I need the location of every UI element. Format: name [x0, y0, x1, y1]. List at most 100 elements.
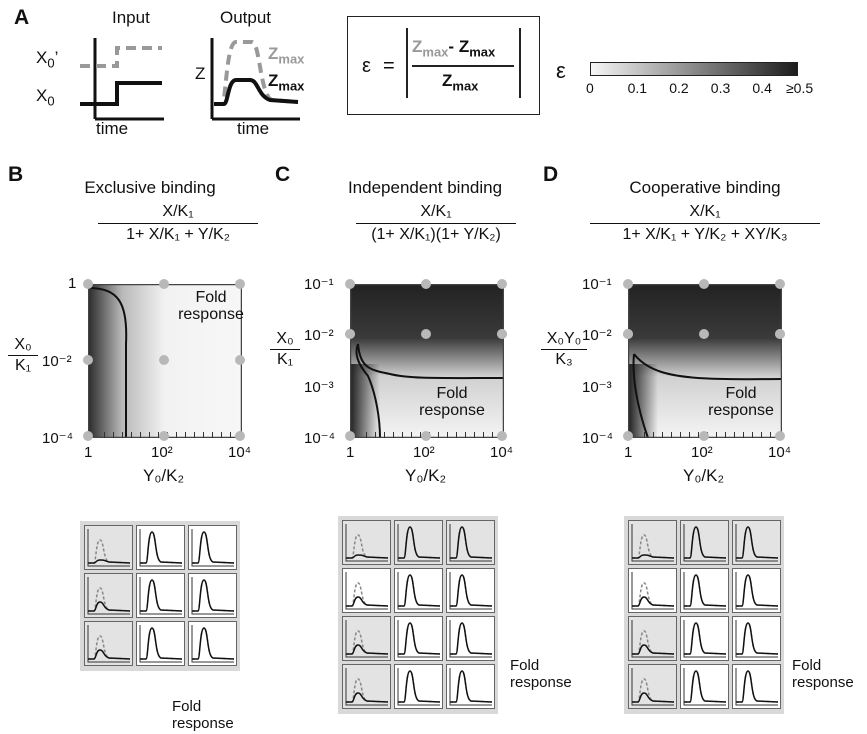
x-tick-label: 10² — [413, 444, 435, 461]
x-tick-label: 10⁴ — [768, 444, 792, 461]
heatmap — [350, 284, 504, 438]
colorbar-tick-label: ≥0.5 — [786, 80, 814, 96]
sample-point — [235, 431, 245, 441]
x-minor-tick — [230, 432, 231, 438]
sample-point — [345, 431, 355, 441]
input-trace-black — [80, 81, 162, 106]
sample-point — [699, 279, 709, 289]
response-cell — [680, 520, 729, 565]
heatmap — [628, 284, 782, 438]
x-minor-tick — [734, 432, 735, 438]
abs-bar-right — [519, 28, 521, 98]
x-minor-tick — [644, 432, 645, 438]
y-axis-label: X₀ K₁ — [8, 336, 38, 375]
response-trace — [449, 668, 493, 706]
response-cell — [732, 568, 781, 613]
response-cell — [84, 573, 133, 618]
input-time-label: time — [96, 119, 129, 138]
sample-point — [623, 329, 633, 340]
response-cell — [446, 616, 495, 661]
x-minor-tick — [680, 432, 681, 438]
response-cell — [628, 616, 677, 661]
y-label-numerator: X₀ — [276, 330, 294, 347]
response-trace — [139, 529, 183, 567]
x-minor-tick — [366, 432, 367, 438]
response-trace — [735, 524, 779, 562]
y-tick-label: 10⁻¹ — [304, 276, 334, 293]
y-tick-label: 10⁻⁴ — [582, 430, 614, 447]
sample-point — [497, 279, 507, 289]
x-axis-label: Y₀/K₂ — [143, 466, 185, 485]
y-tick-label: 10⁻³ — [304, 378, 334, 396]
colorbar-epsilon-symbol: ε — [556, 58, 566, 83]
response-cell — [136, 573, 185, 618]
response-trace — [683, 620, 727, 658]
x0-label: X0 — [36, 86, 55, 109]
binding-fraction: X/K₁ (1+ X/K₁)(1+ Y/K₂) — [356, 203, 516, 244]
response-cell — [394, 616, 443, 661]
sample-point — [421, 329, 431, 340]
response-cell — [342, 664, 391, 709]
binding-fraction: X/K₁ 1+ X/K₁ + Y/K₂ + XY/K₃ — [590, 203, 820, 244]
fold-response-heatmap-label: Fold response — [419, 385, 485, 419]
output-trace-gray — [214, 40, 299, 106]
sample-point — [497, 431, 507, 441]
x-minor-tick — [653, 432, 654, 438]
fraction-bar — [356, 223, 516, 224]
response-cell — [84, 621, 133, 666]
response-trace — [397, 572, 441, 610]
input-axes — [93, 38, 164, 121]
x-minor-tick — [483, 432, 484, 438]
fraction-numerator: X/K₁ — [162, 203, 194, 220]
response-trace — [631, 620, 675, 658]
x-minor-tick — [149, 432, 150, 438]
colorbar-tick-label: 0.4 — [752, 80, 772, 96]
y-label-denominator: K₃ — [555, 351, 573, 368]
response-trace — [191, 625, 235, 663]
output-axes — [210, 38, 300, 121]
x-tick-label: 10² — [151, 444, 173, 461]
response-trace — [449, 572, 493, 610]
response-cell — [136, 525, 185, 570]
response-cell — [342, 616, 391, 661]
y-label-numerator: X₀Y₀ — [546, 330, 582, 347]
contour-line — [632, 353, 782, 438]
sample-point — [159, 355, 169, 365]
y-tick-label: 1 — [68, 275, 77, 292]
response-trace — [449, 524, 493, 562]
sample-point — [775, 329, 785, 340]
y-tick-label: 10⁻² — [582, 327, 612, 345]
response-cell — [680, 568, 729, 613]
response-trace — [87, 577, 131, 615]
output-title: Output — [220, 8, 272, 27]
panel-title: Exclusive binding — [84, 178, 216, 197]
panel-label-c: C — [275, 163, 291, 186]
x-minor-tick — [393, 432, 394, 438]
y-tick-label: 10⁻³ — [582, 378, 612, 396]
sample-point — [699, 431, 709, 441]
sample-point — [83, 355, 93, 365]
response-cell — [188, 525, 237, 570]
x-minor-tick — [402, 432, 403, 438]
response-cell — [628, 664, 677, 709]
equation-denominator: Zmax — [442, 71, 479, 94]
response-grid — [338, 516, 498, 714]
response-trace — [397, 620, 441, 658]
fold-response-grid-label: Fold response — [510, 657, 572, 691]
response-trace — [683, 668, 727, 706]
input-trace-gray — [80, 46, 162, 68]
panel-label-d: D — [543, 163, 559, 186]
fold-response-grid-label: Fold response — [172, 698, 234, 732]
response-cell — [446, 664, 495, 709]
x-minor-tick — [420, 432, 421, 438]
sample-point — [497, 329, 507, 340]
x-minor-tick — [140, 432, 141, 438]
x-minor-tick — [158, 432, 159, 438]
z-axis-label: Z — [195, 64, 206, 83]
x-minor-tick — [131, 432, 132, 438]
response-cell — [394, 520, 443, 565]
response-trace — [139, 577, 183, 615]
response-trace — [139, 625, 183, 663]
sample-point — [83, 279, 93, 289]
response-cell — [446, 520, 495, 565]
